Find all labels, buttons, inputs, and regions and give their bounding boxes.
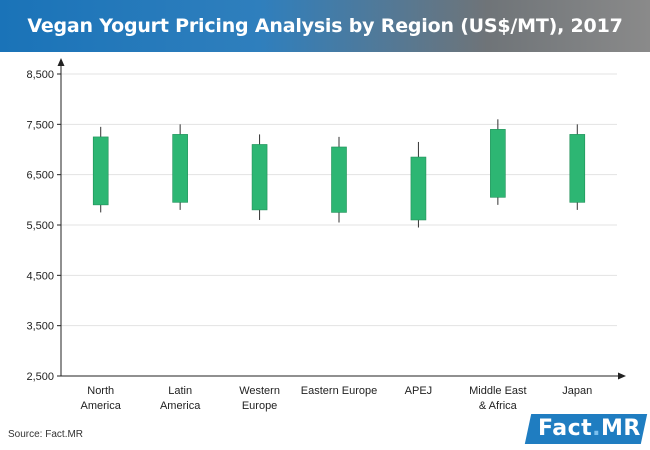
candle-middle-east-africa xyxy=(490,119,506,205)
candle-eastern-europe xyxy=(331,136,347,223)
x-category-label: Europe xyxy=(242,400,277,412)
x-category-label: America xyxy=(81,400,122,412)
candle-western-europe xyxy=(251,134,268,220)
candle-body xyxy=(172,134,188,203)
candle-body xyxy=(331,146,347,213)
x-category-label: Latin xyxy=(168,385,192,397)
x-axis-labels: North America Latin America Western Europe Eas… xyxy=(81,385,593,412)
candle-body xyxy=(251,144,268,211)
x-axis-arrow xyxy=(618,372,626,380)
logo-dot: . xyxy=(592,416,602,441)
y-tick-label: 6,500 xyxy=(26,170,54,182)
y-tick-label: 3,500 xyxy=(26,321,54,333)
x-category-label: Eastern Europe xyxy=(301,385,377,397)
candles xyxy=(92,119,586,228)
logo-text: Fact.MR xyxy=(538,416,641,442)
factmr-logo: Fact.MR xyxy=(524,414,648,444)
x-category-label: & Africa xyxy=(479,400,518,412)
candle-body xyxy=(569,134,586,203)
candle-latin-america xyxy=(172,124,188,210)
x-category-label: Middle East xyxy=(469,385,526,397)
y-tick-label: 2,500 xyxy=(26,371,54,383)
x-category-label: APEJ xyxy=(405,385,433,397)
candle-body xyxy=(410,156,427,221)
y-tick-label: 5,500 xyxy=(26,220,54,232)
y-axis-arrow xyxy=(57,58,65,66)
y-tick-label: 8,500 xyxy=(26,69,54,81)
logo-word: Fact xyxy=(538,416,593,441)
candle-north-america xyxy=(92,126,109,213)
axes xyxy=(57,58,626,380)
y-tick-label: 7,500 xyxy=(26,119,54,131)
title-banner xyxy=(0,0,650,52)
candle-body xyxy=(490,129,506,198)
candle-body xyxy=(92,136,109,206)
x-category-label: Western xyxy=(239,385,280,397)
x-category-label: Japan xyxy=(562,385,592,397)
y-tick-label: 4,500 xyxy=(26,270,54,282)
y-axis-ticks: 2,500 3,500 4,500 5,500 6,500 7,500 8,500 xyxy=(26,69,61,383)
logo-suffix: MR xyxy=(601,416,641,441)
x-category-label: America xyxy=(160,400,201,412)
chart-title: Vegan Yogurt Pricing Analysis by Region … xyxy=(27,15,623,37)
source-note: Source: Fact.MR xyxy=(8,429,84,440)
candle-japan xyxy=(569,124,586,210)
x-category-label: North xyxy=(87,385,114,397)
candlestick-chart: 2,500 3,500 4,500 5,500 6,500 7,500 8,500 Nort… xyxy=(26,58,626,412)
candle-apej xyxy=(410,141,427,228)
